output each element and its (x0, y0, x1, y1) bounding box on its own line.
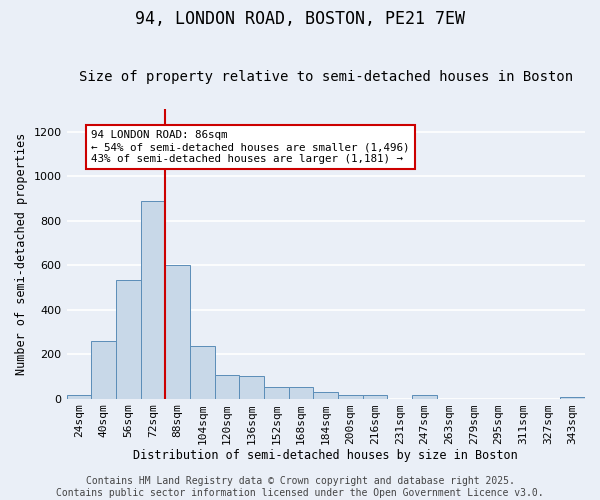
Bar (67, 395, 91, 398)
Bar (165, 265, 190, 398)
Bar (264, 388, 289, 398)
Bar (140, 200, 165, 398)
X-axis label: Distribution of semi-detached houses by size in Boston: Distribution of semi-detached houses by … (133, 450, 518, 462)
Bar (215, 375, 239, 398)
Bar (239, 376, 264, 398)
Bar (338, 395, 363, 398)
Bar (363, 395, 388, 398)
Bar (116, 280, 140, 398)
Text: 94, LONDON ROAD, BOSTON, PE21 7EW: 94, LONDON ROAD, BOSTON, PE21 7EW (135, 10, 465, 28)
Bar (289, 388, 313, 398)
Y-axis label: Number of semi-detached properties: Number of semi-detached properties (15, 133, 28, 375)
Title: Size of property relative to semi-detached houses in Boston: Size of property relative to semi-detach… (79, 70, 573, 85)
Bar (313, 392, 338, 398)
Bar (412, 395, 437, 398)
Bar (91, 340, 116, 398)
Text: 94 LONDON ROAD: 86sqm
← 54% of semi-detached houses are smaller (1,496)
43% of s: 94 LONDON ROAD: 86sqm ← 54% of semi-deta… (91, 130, 410, 164)
Bar (190, 346, 215, 399)
Text: Contains HM Land Registry data © Crown copyright and database right 2025.
Contai: Contains HM Land Registry data © Crown c… (56, 476, 544, 498)
